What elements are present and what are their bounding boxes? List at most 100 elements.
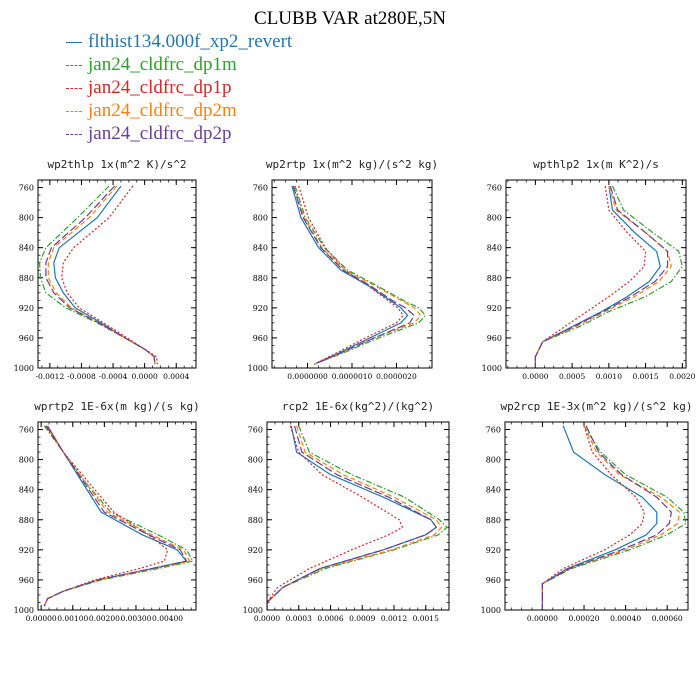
panel-frame [266,421,450,611]
y-tick-label: 920 [19,304,34,313]
legend-swatch [66,65,82,67]
chart-panel: wpthlp2 1x(m K^2)/s 760 800 840 880 920 960 100… [482,158,696,381]
y-tick-label: 760 [253,184,268,193]
series-line [267,425,438,610]
y-tick-label: 880 [253,274,268,283]
panel-title: wprtp2 1E-6x(m kg)/(s kg) [34,400,200,413]
series-line [43,425,191,607]
y-tick-label: 960 [486,576,501,585]
x-tick-label: 0.00400 [152,614,183,623]
legend-label: flthist134.000f_xp2_revert [88,31,293,52]
y-tick-label: 880 [486,516,501,525]
x-tick-label: 0.0015 [413,614,439,623]
y-tick-label: 760 [19,184,34,193]
chart-panel: rcp2 1E-6x(kg^2)/(kg^2) 760 800 840 880 920 96… [243,400,450,623]
y-tick-label: 1000 [14,606,34,615]
y-tick-label: 880 [19,516,34,525]
series-line [541,425,658,610]
x-tick-label: 0.0004 [163,372,189,381]
x-tick-label: 0.0000020 [376,372,417,381]
y-tick-label: 1000 [481,606,501,615]
y-tick-label: 1000 [14,364,34,373]
x-tick-label: 0.0015 [632,372,658,381]
x-tick-label: 0.0000 [132,372,158,381]
legend-swatch [66,111,82,113]
y-tick-label: 760 [19,426,34,435]
legend-item: jan24_cldfrc_dp2m [66,99,292,122]
legend-label: jan24_cldfrc_dp2m [88,100,237,121]
y-tick-label: 920 [253,304,268,313]
y-tick-label: 1000 [482,364,502,373]
y-tick-label: 1000 [243,606,263,615]
legend-swatch [66,88,82,90]
series-line [267,425,404,610]
x-tick-label: 0.00000 [527,614,558,623]
y-tick-label: 880 [19,274,34,283]
y-tick-label: 760 [486,426,501,435]
series-line [541,425,673,610]
panel-frame [271,179,433,369]
y-tick-label: 840 [253,244,268,253]
series-line [53,185,156,365]
y-tick-label: 920 [487,304,502,313]
x-tick-label: 0.00100 [57,614,88,623]
y-tick-label: 800 [253,214,268,223]
series-line [292,185,415,365]
x-tick-label: 0.0000000 [287,372,328,381]
y-tick-label: 960 [19,576,34,585]
legend-label: jan24_cldfrc_dp1m [88,54,237,75]
series-line [291,185,409,365]
x-tick-label: 0.0006 [317,614,343,623]
y-tick-label: 800 [248,456,263,465]
series-line [43,425,194,607]
x-tick-label: -0.0008 [67,372,96,381]
panel-frame [504,421,689,611]
x-tick-label: 0.00300 [120,614,151,623]
panel-title: wp2rcp 1E-3x(m^2 kg)/(s^2 kg) [500,400,692,413]
series-line [298,185,404,365]
series-line [541,425,681,610]
series-line [267,425,443,610]
y-tick-label: 880 [248,516,263,525]
series-line [534,185,669,368]
y-tick-label: 800 [19,456,34,465]
panel-frame [37,179,197,369]
legend-swatch [66,134,82,136]
series-line [534,185,661,368]
x-tick-label: 0.00000 [26,614,57,623]
figure-title: CLUBB VAR at280E,5N [254,8,446,29]
legend-item: jan24_cldfrc_dp2p [66,122,292,145]
y-tick-label: 840 [19,486,34,495]
series-line [541,425,687,610]
x-tick-label: 0.0012 [381,614,407,623]
series-line [43,425,188,607]
y-tick-label: 840 [19,244,34,253]
panel-frame [37,421,197,611]
panel-title: rcp2 1E-6x(kg^2)/(kg^2) [282,400,434,413]
x-tick-label: 0.0009 [349,614,375,623]
chart-panel: wp2thlp 1x(m^2 K)/s^2 760 800 840 880 920 960 1… [14,158,197,381]
legend-item: jan24_cldfrc_dp1p [66,76,292,99]
panel-title: wp2thlp 1x(m^2 K)/s^2 [47,158,186,171]
y-tick-label: 960 [253,334,268,343]
y-tick-label: 1000 [248,364,268,373]
chart-panel: wp2rtp 1x(m^2 kg)/(s^2 kg) 760 800 840 880 92… [248,158,438,381]
panel-title: wp2rtp 1x(m^2 kg)/(s^2 kg) [266,158,438,171]
y-tick-label: 760 [487,184,502,193]
series-line [534,185,683,368]
y-tick-label: 800 [19,214,34,223]
y-tick-label: 880 [487,274,502,283]
series-line [534,185,647,368]
y-tick-label: 960 [487,334,502,343]
y-tick-label: 960 [248,576,263,585]
x-tick-label: 0.0000 [522,372,548,381]
x-tick-label: 0.0010 [596,372,622,381]
y-tick-label: 800 [486,456,501,465]
chart-panel: wp2rcp 1E-3x(m^2 kg)/(s^2 kg) 760 800 840 88… [481,400,693,623]
chart-panel: wprtp2 1E-6x(m kg)/(s kg) 760 800 840 880 920… [14,400,200,623]
series-line [45,185,156,365]
series-line [38,185,156,365]
legend-item: flthist134.000f_xp2_revert [66,30,292,53]
x-tick-label: -0.0012 [35,372,64,381]
